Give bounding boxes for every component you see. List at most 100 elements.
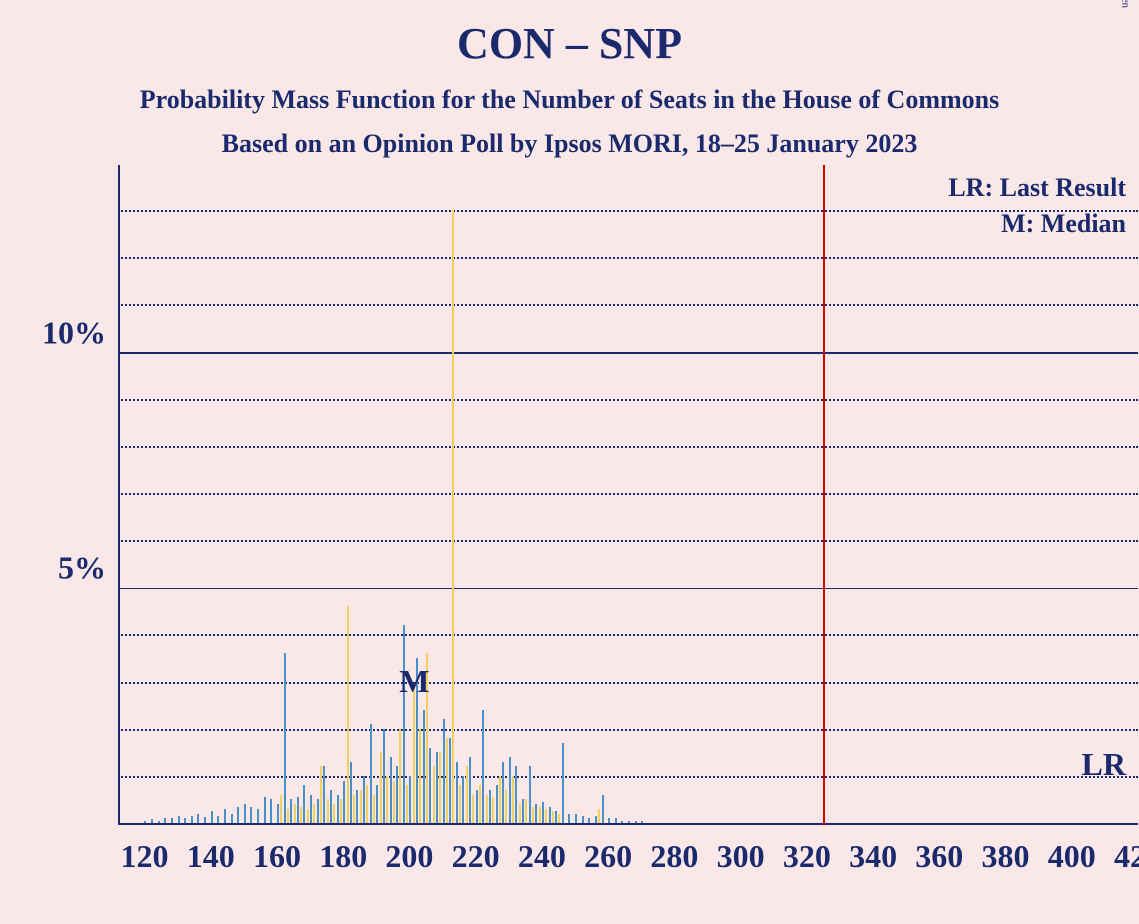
x-tick-label: 140 — [187, 838, 235, 875]
bar-blue — [323, 766, 325, 823]
bar-yellow — [466, 766, 468, 823]
bar-yellow — [472, 795, 474, 823]
bar-yellow — [459, 785, 461, 823]
bar-yellow — [366, 785, 368, 823]
bar-blue — [164, 818, 166, 823]
bar-blue — [396, 766, 398, 823]
bar-blue — [264, 797, 266, 823]
x-tick-label: 120 — [120, 838, 168, 875]
x-tick-label: 280 — [650, 838, 698, 875]
bar-blue — [628, 821, 630, 823]
bar-blue — [522, 799, 524, 823]
bar-yellow — [539, 807, 541, 824]
bar-blue — [575, 814, 577, 823]
bar-blue — [608, 818, 610, 823]
bar-blue — [270, 799, 272, 823]
gridline-minor — [118, 682, 1138, 684]
bar-blue — [184, 818, 186, 823]
bar-yellow — [558, 814, 560, 823]
bar-blue — [595, 816, 597, 823]
x-tick-label: 400 — [1048, 838, 1096, 875]
median-marker: M — [399, 663, 429, 700]
bar-blue — [310, 795, 312, 823]
bar-blue — [224, 809, 226, 823]
bar-yellow — [287, 809, 289, 823]
bar-blue — [250, 807, 252, 824]
bar-blue — [568, 814, 570, 823]
bar-blue — [383, 729, 385, 823]
bar-yellow — [294, 804, 296, 823]
bar-blue — [363, 776, 365, 823]
bar-blue — [350, 762, 352, 823]
bar-yellow — [399, 729, 401, 823]
bar-blue — [390, 757, 392, 823]
bar-blue — [489, 790, 491, 823]
bar-blue — [343, 781, 345, 823]
bar-blue — [582, 816, 584, 823]
bar-blue — [641, 821, 643, 823]
bar-yellow — [353, 795, 355, 823]
bar-yellow — [300, 807, 302, 824]
x-tick-label: 180 — [319, 838, 367, 875]
bar-blue — [284, 653, 286, 823]
gridline-minor — [118, 399, 1138, 401]
bar-yellow — [327, 799, 329, 823]
bar-yellow — [525, 799, 527, 823]
chart-subtitle-2: Based on an Opinion Poll by Ipsos MORI, … — [0, 129, 1139, 159]
lr-marker: LR — [1082, 746, 1126, 783]
bar-blue — [144, 821, 146, 823]
bar-yellow — [598, 809, 600, 823]
gridline-minor — [118, 729, 1138, 731]
bar-yellow — [340, 799, 342, 823]
gridline-minor — [118, 304, 1138, 306]
bar-yellow — [380, 752, 382, 823]
bar-blue — [158, 821, 160, 823]
bar-blue — [482, 710, 484, 823]
bar-blue — [449, 738, 451, 823]
bar-yellow — [532, 807, 534, 824]
bar-yellow — [347, 606, 349, 823]
bar-blue — [621, 821, 623, 823]
x-tick-label: 320 — [783, 838, 831, 875]
bar-blue — [257, 809, 259, 823]
gridline-minor — [118, 257, 1138, 259]
bar-yellow — [333, 804, 335, 823]
bar-blue — [542, 802, 544, 823]
bar-blue — [469, 757, 471, 823]
bar-blue — [509, 757, 511, 823]
bar-blue — [197, 814, 199, 823]
bar-blue — [462, 776, 464, 823]
bar-blue — [370, 724, 372, 823]
bar-blue — [191, 816, 193, 823]
x-tick-label: 360 — [915, 838, 963, 875]
bar-blue — [237, 807, 239, 824]
bar-yellow — [373, 795, 375, 823]
bar-yellow — [486, 795, 488, 823]
bar-yellow — [419, 729, 421, 823]
bar-blue — [515, 766, 517, 823]
bar-yellow — [406, 785, 408, 823]
bar-yellow — [519, 804, 521, 823]
gridline-minor — [118, 540, 1138, 542]
bar-yellow — [505, 790, 507, 823]
bar-yellow — [360, 790, 362, 823]
bar-blue — [476, 790, 478, 823]
bar-blue — [171, 818, 173, 823]
bar-blue — [502, 762, 504, 823]
bar-blue — [337, 795, 339, 823]
x-tick-label: 300 — [717, 838, 765, 875]
bar-blue — [562, 743, 564, 823]
bar-yellow — [452, 210, 454, 823]
bar-blue — [555, 811, 557, 823]
bar-blue — [376, 785, 378, 823]
bar-blue — [290, 799, 292, 823]
last-result-line — [823, 165, 825, 825]
bar-yellow — [545, 809, 547, 823]
y-tick-label: 5% — [6, 550, 106, 587]
bar-blue — [277, 804, 279, 823]
bar-blue — [549, 807, 551, 824]
bar-blue — [303, 785, 305, 823]
bar-blue — [602, 795, 604, 823]
x-tick-label: 240 — [518, 838, 566, 875]
gridline-major — [118, 352, 1138, 354]
